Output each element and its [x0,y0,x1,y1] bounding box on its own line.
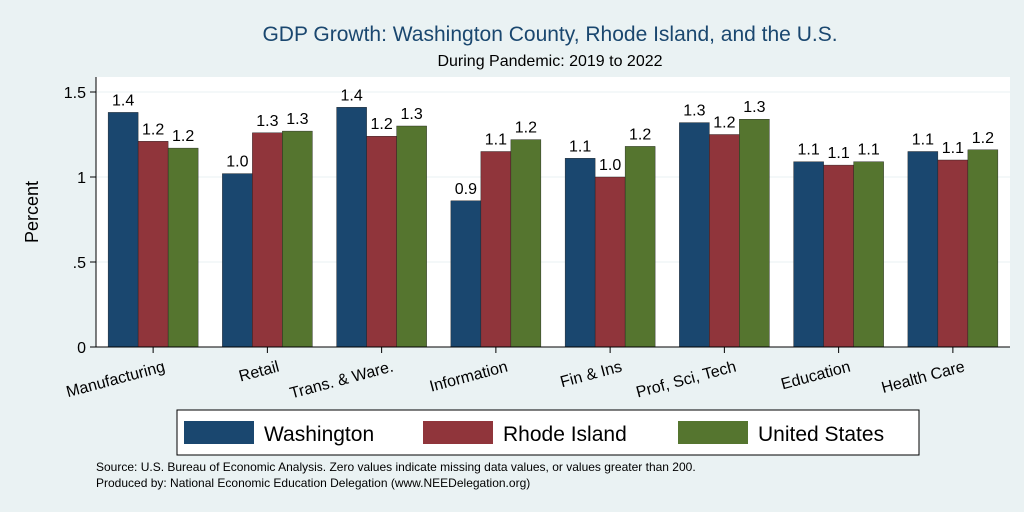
legend-label: Rhode Island [503,423,627,446]
category-label: Trans. & Ware. [288,358,395,402]
data-label: 1.1 [912,132,934,149]
bar-rhode-island [594,176,626,348]
bar-washington [450,200,482,348]
bar-rhode-island [480,151,512,348]
chart-subtitle: During Pandemic: 2019 to 2022 [437,53,662,70]
legend-label: United States [758,423,884,446]
y-tick-label: .5 [73,255,86,272]
data-label: 1.2 [713,115,735,132]
category-label: Prof, Sci, Tech [634,358,738,401]
data-label: 1.1 [828,145,850,162]
legend-swatch-united-states [678,421,748,444]
bar-united-states [739,118,770,348]
bar-washington [222,173,253,348]
legend: Washington Rhode Island United States [176,409,920,456]
data-label: 1.2 [515,120,537,137]
legend-swatch-washington [184,421,254,444]
bar-washington [679,122,710,348]
data-label: 1.4 [341,87,363,104]
category-label: Information [428,358,510,395]
category-label: Health Care [880,358,967,397]
y-tick-label: 1.5 [64,85,86,102]
bar-washington [907,151,939,348]
y-tick-label: 0 [77,340,86,357]
bar-rhode-island [709,134,740,348]
data-label: 0.9 [455,181,477,198]
bar-united-states [510,139,542,348]
data-label: 1.3 [743,99,765,116]
bar-united-states [853,161,884,348]
category-label: Retail [237,358,281,385]
data-label: 1.2 [629,126,651,143]
category-label: Education [779,358,852,393]
bar-united-states [624,146,656,348]
bar-rhode-island [252,132,283,348]
data-label: 1.2 [972,130,994,147]
data-label: 1.1 [798,142,820,159]
data-label: 1.3 [256,113,278,130]
bar-united-states [396,125,427,348]
chart-title: GDP Growth: Washington County, Rhode Isl… [262,23,837,46]
source-note: Source: U.S. Bureau of Economic Analysis… [96,460,696,474]
data-label: 1.4 [112,92,134,109]
category-label: Fin & Ins [558,358,623,391]
bar-washington [107,112,139,348]
y-axis-label: Percent [22,181,42,243]
bar-washington [336,107,367,348]
data-label: 1.2 [142,121,164,138]
data-label: 1.2 [172,128,194,145]
data-label: 1.1 [485,132,507,149]
bar-washington [793,161,824,348]
legend-box [176,409,920,456]
data-label: 1.0 [599,157,621,174]
legend-label: Washington [264,423,374,446]
data-label: 1.1 [942,140,964,157]
bar-washington [564,158,596,348]
data-label: 1.3 [286,111,308,128]
bar-rhode-island [137,141,169,348]
bar-united-states [167,147,199,348]
data-label: 1.2 [371,116,393,133]
bar-rhode-island [937,159,969,348]
data-label: 1.3 [401,106,423,123]
data-label: 1.1 [569,138,591,155]
bar-united-states [282,130,313,348]
bar-rhode-island [823,164,854,348]
category-label: Manufacturing [65,358,167,401]
data-label: 1.3 [683,103,705,120]
bar-rhode-island [366,135,397,348]
producer-note: Produced by: National Economic Education… [96,476,530,490]
legend-swatch-rhode-island [423,421,493,444]
data-label: 1.0 [226,154,248,171]
bar-united-states [967,149,999,348]
y-tick-label: 1 [77,170,86,187]
data-label: 1.1 [858,142,880,159]
